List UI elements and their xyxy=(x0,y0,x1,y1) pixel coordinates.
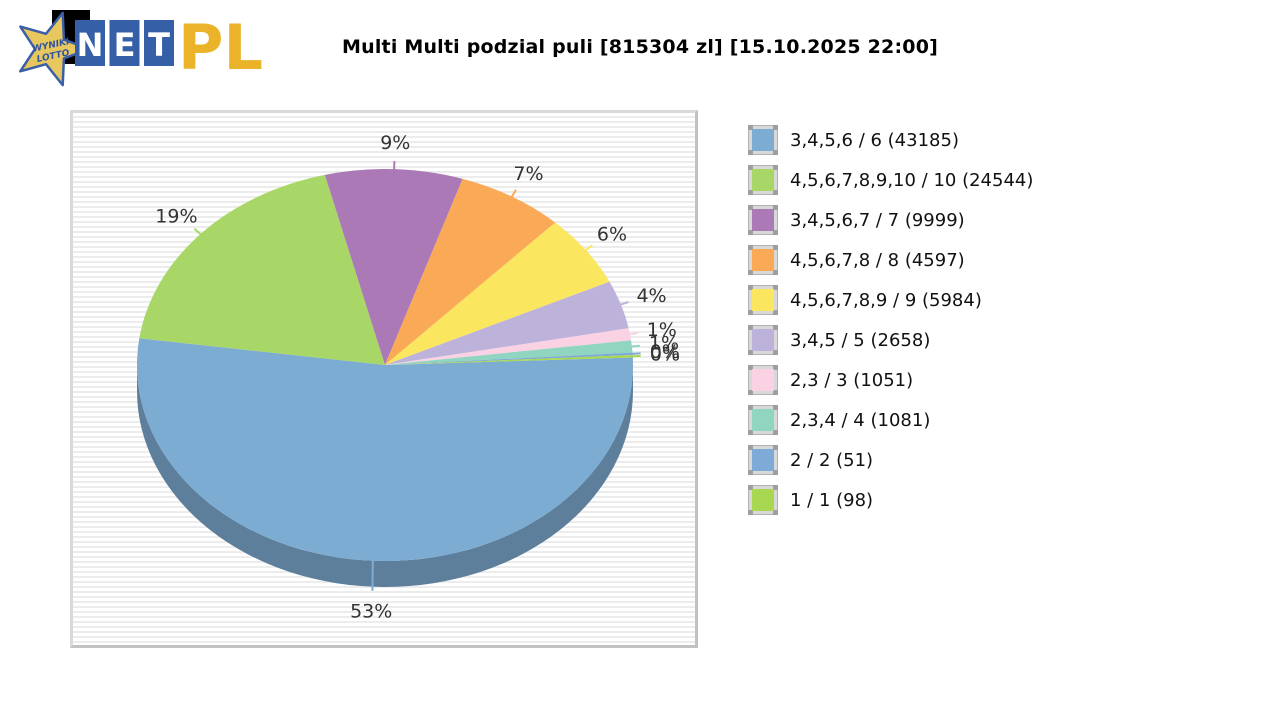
slice-percent-label: 19% xyxy=(155,206,197,228)
legend-swatch xyxy=(748,205,778,235)
net-letter: N xyxy=(77,26,104,64)
swatch-color xyxy=(752,169,774,191)
pie-slice xyxy=(385,178,556,365)
pie-slice xyxy=(324,169,463,365)
legend-swatch xyxy=(748,165,778,195)
legend-swatch xyxy=(748,445,778,475)
slice-percent-label: 1% xyxy=(647,319,677,341)
slice-tick xyxy=(193,228,202,236)
legend-label: 2 / 2 (51) xyxy=(790,449,874,471)
legend-label: 3,4,5,6 / 6 (43185) xyxy=(790,129,959,151)
legend-swatch xyxy=(748,285,778,315)
legend-label: 2,3,4 / 4 (1081) xyxy=(790,409,931,431)
swatch-color xyxy=(752,409,774,431)
net-letter-tile xyxy=(109,20,140,66)
legend-swatch xyxy=(748,365,778,395)
pie-slice xyxy=(139,174,385,365)
swatch-corner-dots xyxy=(748,245,753,250)
slice-percent-label: 4% xyxy=(636,285,666,307)
swatch-corner-dots xyxy=(748,165,753,170)
swatch-color xyxy=(752,489,774,511)
slice-percent-label: 1% xyxy=(649,333,679,355)
legend-item: 2,3,4 / 4 (1081) xyxy=(748,400,1033,440)
swatch-color xyxy=(752,449,774,471)
legend-item: 4,5,6,7,8,9,10 / 10 (24544) xyxy=(748,160,1033,200)
pie-chart: 53%19%9%7%6%4%1%1%0%0% xyxy=(136,132,680,623)
swatch-corner-dots xyxy=(748,365,753,370)
legend-item: 4,5,6,7,8,9 / 9 (5984) xyxy=(748,280,1033,320)
legend-label: 4,5,6,7,8 / 8 (4597) xyxy=(790,249,965,271)
swatch-corner-dots xyxy=(748,125,753,130)
slice-tick xyxy=(584,244,593,252)
legend-label: 4,5,6,7,8,9,10 / 10 (24544) xyxy=(790,169,1034,191)
pie-slice xyxy=(385,222,610,365)
legend-swatch xyxy=(748,245,778,275)
legend-item: 1 / 1 (98) xyxy=(748,480,1033,520)
slice-percent-label: 0% xyxy=(650,341,680,363)
swatch-corner-dots xyxy=(748,205,753,210)
swatch-corner-dots xyxy=(748,325,753,330)
slice-tick xyxy=(510,189,517,198)
slice-tick xyxy=(628,332,638,336)
logo-pl-text: PL xyxy=(178,11,263,84)
swatch-corner-dots xyxy=(748,405,753,410)
legend-item: 4,5,6,7,8 / 8 (4597) xyxy=(748,240,1033,280)
slice-tick xyxy=(619,301,629,306)
legend-label: 3,4,5,6,7 / 7 (9999) xyxy=(790,209,965,231)
swatch-corner-dots xyxy=(748,285,753,290)
swatch-color xyxy=(752,329,774,351)
legend-item: 3,4,5,6,7 / 7 (9999) xyxy=(748,200,1033,240)
swatch-color xyxy=(752,129,774,151)
legend-item: 2,3 / 3 (1051) xyxy=(748,360,1033,400)
slice-tick xyxy=(631,352,641,355)
net-letter-tile xyxy=(144,20,174,66)
lotto-star-icon xyxy=(19,11,91,87)
swatch-color xyxy=(752,289,774,311)
legend-item: 3,4,5 / 5 (2658) xyxy=(748,320,1033,360)
pie-slice xyxy=(385,328,632,365)
slice-percent-label: 53% xyxy=(350,601,392,623)
slice-tick xyxy=(630,344,640,348)
legend-item: 3,4,5,6 / 6 (43185) xyxy=(748,120,1033,160)
legend-label: 4,5,6,7,8,9 / 9 (5984) xyxy=(790,289,982,311)
swatch-color xyxy=(752,369,774,391)
pie-slice xyxy=(385,352,633,365)
net-letter-tile xyxy=(75,20,105,66)
pie-slice xyxy=(385,355,633,365)
pie-slice xyxy=(385,340,633,365)
chart-panel: 53% 19% 9% 7% 6% 4% 1% 1% 0% 0% xyxy=(70,110,698,648)
legend-label: 2,3 / 3 (1051) xyxy=(790,369,914,391)
slice-percent-label: 9% xyxy=(380,132,410,154)
net-letter: E xyxy=(114,26,136,64)
pie-slice xyxy=(385,281,629,365)
legend-swatch xyxy=(748,485,778,515)
legend-label: 1 / 1 (98) xyxy=(790,489,874,511)
page-title: Multi Multi podzial puli [815304 zl] [15… xyxy=(341,36,939,58)
swatch-corner-dots xyxy=(748,485,753,490)
swatch-color xyxy=(752,209,774,231)
swatch-corner-dots xyxy=(748,445,753,450)
pie-slice xyxy=(136,338,633,562)
chart-legend: 3,4,5,6 / 6 (43185) 4,5,6,7,8,9,10 / 10 (… xyxy=(748,120,1033,520)
legend-item: 2 / 2 (51) xyxy=(748,440,1033,480)
legend-swatch xyxy=(748,405,778,435)
slice-percent-label: 6% xyxy=(597,224,627,246)
slice-percent-label: 0% xyxy=(650,344,680,366)
legend-label: 3,4,5 / 5 (2658) xyxy=(790,329,931,351)
swatch-color xyxy=(752,249,774,271)
slice-percent-label: 7% xyxy=(513,163,543,185)
legend-swatch xyxy=(748,125,778,155)
legend-swatch xyxy=(748,325,778,355)
net-letter: T xyxy=(148,26,170,64)
